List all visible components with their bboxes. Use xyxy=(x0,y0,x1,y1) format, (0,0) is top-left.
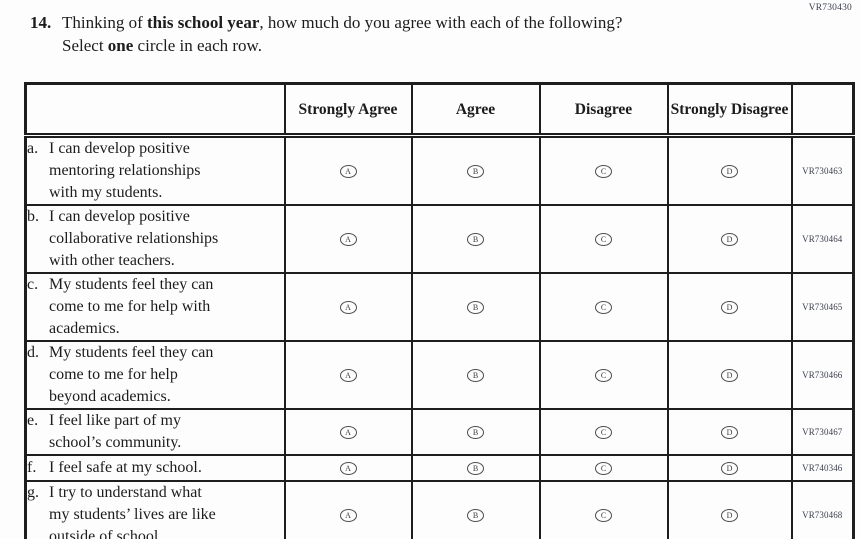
bubble-strongly-agree[interactable]: A xyxy=(339,232,357,246)
table-row-a: a. I can develop positive mentoring relat… xyxy=(24,134,855,206)
row-code: VR740346 xyxy=(790,454,855,482)
bubble-disagree[interactable]: C xyxy=(595,368,612,382)
bubble-agree[interactable]: B xyxy=(467,300,484,314)
statement-letter: b. xyxy=(27,208,40,225)
statement-letter: g. xyxy=(27,484,40,501)
bubble-strongly-agree[interactable]: A xyxy=(339,300,357,314)
header-code-empty xyxy=(790,82,855,138)
statement-text: I can develop positive mentoring relatio… xyxy=(49,140,201,201)
statement-letter: e. xyxy=(27,412,39,429)
statement-letter: c. xyxy=(27,276,39,293)
agreement-matrix-table: Strongly Agree Agree Disagree Strongly D… xyxy=(24,82,855,539)
bubble-strongly-disagree[interactable]: D xyxy=(721,425,738,439)
statement-letter: f. xyxy=(27,459,37,476)
question-block: 14. Thinking of this school year, how mu… xyxy=(30,11,770,57)
bubble-disagree[interactable]: C xyxy=(595,508,612,522)
header-disagree: Disagree xyxy=(538,82,669,138)
bubble-strongly-disagree[interactable]: D xyxy=(721,461,738,475)
statement-letter: a. xyxy=(27,140,39,157)
table-row-d: d. My students feel they can come to me f… xyxy=(24,340,855,410)
bubble-agree[interactable]: B xyxy=(467,461,484,475)
table-row-c: c. My students feel they can come to me f… xyxy=(24,272,855,342)
bubble-strongly-agree[interactable]: A xyxy=(339,368,357,382)
bubble-strongly-agree[interactable]: A xyxy=(339,461,357,475)
bubble-disagree[interactable]: C xyxy=(595,461,612,475)
table-row-b: b. I can develop positive collaborative r… xyxy=(24,204,855,274)
bubble-strongly-disagree[interactable]: D xyxy=(721,300,738,314)
bubble-disagree[interactable]: C xyxy=(595,425,612,439)
row-code: VR730466 xyxy=(790,340,855,410)
table-row-g: g. I try to understand what my students’ … xyxy=(24,480,855,539)
header-strongly-agree: Strongly Agree xyxy=(283,82,413,138)
bubble-strongly-disagree[interactable]: D xyxy=(721,164,738,178)
statement-text: I feel safe at my school. xyxy=(49,459,202,476)
bubble-strongly-disagree[interactable]: D xyxy=(721,508,738,522)
statement-text: I try to understand what my students’ li… xyxy=(49,484,216,539)
header-agree: Agree xyxy=(410,82,541,138)
page-code: VR730430 xyxy=(808,3,852,13)
question-number: 14. xyxy=(30,13,52,32)
header-strongly-disagree: Strongly Disagree xyxy=(666,82,793,138)
table-header-row: Strongly Agree Agree Disagree Strongly D… xyxy=(24,82,855,138)
row-code: VR730467 xyxy=(790,408,855,456)
row-code: VR730463 xyxy=(790,134,855,206)
question-select-bold: one xyxy=(107,36,134,55)
row-code: VR730468 xyxy=(790,480,855,539)
bubble-disagree[interactable]: C xyxy=(595,164,612,178)
question-intro-prefix: Thinking of xyxy=(62,13,147,32)
statement-text: My students feel they can come to me for… xyxy=(49,344,214,405)
bubble-strongly-agree[interactable]: A xyxy=(339,425,357,439)
question-select-prefix: Select xyxy=(62,36,108,55)
bubble-strongly-disagree[interactable]: D xyxy=(721,368,738,382)
bubble-disagree[interactable]: C xyxy=(595,232,612,246)
row-code: VR730464 xyxy=(790,204,855,274)
table-row-e: e. I feel like part of my school’s commun… xyxy=(24,408,855,456)
bubble-agree[interactable]: B xyxy=(467,232,484,246)
question-text: Thinking of this school year, how much d… xyxy=(62,11,622,57)
bubble-agree[interactable]: B xyxy=(467,425,484,439)
header-statement-empty xyxy=(24,82,286,138)
bubble-strongly-agree[interactable]: A xyxy=(339,508,357,522)
statement-text: My students feel they can come to me for… xyxy=(49,276,214,337)
statement-letter: d. xyxy=(27,344,40,361)
question-select-suffix: circle in each row. xyxy=(133,36,262,55)
bubble-disagree[interactable]: C xyxy=(595,300,612,314)
bubble-agree[interactable]: B xyxy=(467,164,484,178)
table-row-f: f. I feel safe at my school. A B C D VR74… xyxy=(24,454,855,482)
question-intro-bold: this school year xyxy=(147,13,260,32)
question-intro-suffix: , how much do you agree with each of the… xyxy=(259,13,623,32)
bubble-strongly-agree[interactable]: A xyxy=(339,164,357,178)
statement-text: I can develop positive collaborative rel… xyxy=(49,208,219,269)
bubble-agree[interactable]: B xyxy=(467,508,484,522)
bubble-strongly-disagree[interactable]: D xyxy=(721,232,738,246)
row-code: VR730465 xyxy=(790,272,855,342)
statement-text: I feel like part of my school’s communit… xyxy=(49,412,182,451)
bubble-agree[interactable]: B xyxy=(467,368,484,382)
